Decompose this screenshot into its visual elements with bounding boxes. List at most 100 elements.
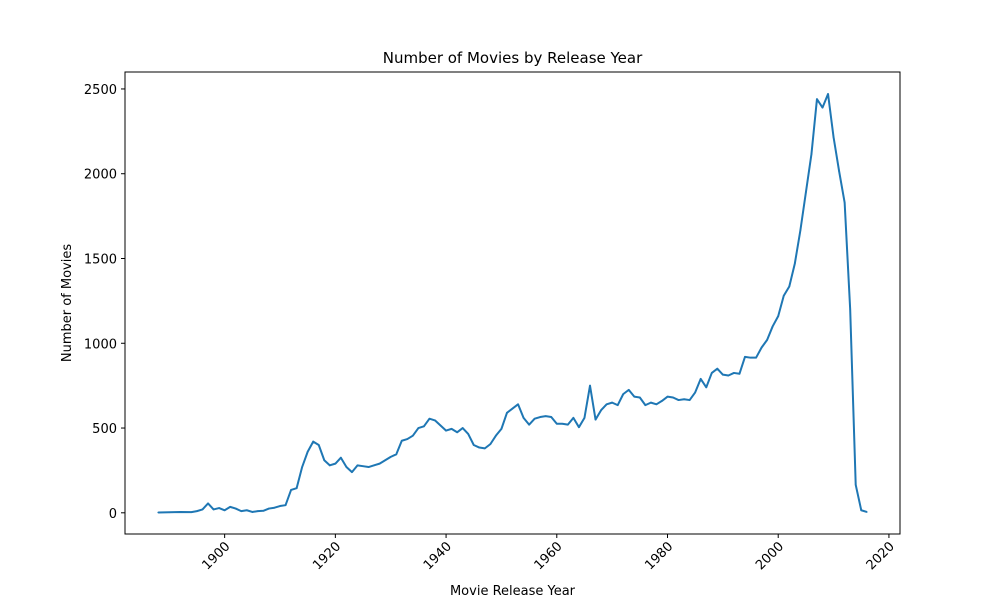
data-point [218, 507, 220, 509]
data-point [788, 285, 791, 288]
data-point [279, 505, 281, 507]
y-tick-label: 2000 [84, 168, 117, 183]
data-point [500, 428, 503, 430]
data-point [533, 417, 536, 420]
data-point [710, 372, 713, 374]
data-point [777, 315, 780, 317]
data-point [190, 511, 193, 513]
movie-count-line [158, 93, 868, 514]
data-point [733, 372, 735, 374]
data-point [600, 409, 602, 412]
y-axis-title: Number of Movies [60, 244, 75, 362]
data-point [262, 509, 265, 512]
data-point [373, 464, 375, 467]
data-point [389, 456, 392, 458]
y-tick-label: 2500 [84, 83, 117, 98]
data-point [450, 428, 453, 430]
data-point [528, 423, 530, 426]
data-point [799, 229, 802, 232]
data-point [511, 407, 514, 410]
data-point [766, 339, 768, 341]
data-point [345, 466, 348, 468]
data-point [268, 507, 270, 510]
data-point [622, 393, 625, 395]
data-point [478, 446, 481, 449]
y-tick-label: 0 [109, 507, 117, 522]
data-point [539, 416, 541, 418]
y-tick-label: 1500 [84, 252, 117, 267]
data-point [688, 399, 691, 401]
data-point [234, 507, 237, 510]
data-point [749, 356, 752, 359]
data-point [245, 509, 248, 512]
data-point [744, 356, 746, 358]
data-point [821, 106, 824, 109]
data-point [257, 510, 259, 512]
data-point [395, 453, 398, 456]
data-point [522, 417, 525, 419]
data-point [644, 404, 647, 406]
data-point [611, 401, 613, 404]
data-point [428, 417, 431, 420]
data-point [290, 489, 292, 491]
data-point [594, 418, 597, 421]
data-point [484, 447, 486, 450]
data-point [672, 396, 674, 399]
data-point [356, 464, 359, 467]
data-point [412, 434, 414, 437]
data-point [760, 346, 763, 349]
data-point [838, 170, 840, 172]
x-tick-label: 1960 [532, 539, 566, 573]
chart-title: Number of Movies by Release Year [383, 49, 643, 67]
data-point [860, 509, 863, 512]
data-point [794, 262, 796, 265]
data-point [849, 308, 851, 311]
data-point [755, 356, 757, 359]
data-point [555, 423, 558, 425]
data-point [323, 459, 326, 462]
data-point [572, 417, 575, 419]
x-tick-label: 1980 [642, 539, 676, 573]
data-point [694, 391, 696, 394]
data-point [616, 404, 619, 406]
data-point [212, 508, 215, 511]
x-tick-label: 2020 [864, 539, 898, 573]
x-tick-label: 1900 [199, 539, 233, 573]
data-point [633, 395, 636, 398]
x-tick-label: 1920 [310, 539, 344, 573]
data-point [367, 466, 370, 468]
data-point [223, 509, 226, 512]
data-point [157, 511, 160, 514]
data-point [782, 294, 785, 297]
data-point [550, 416, 553, 418]
data-point [738, 372, 741, 375]
data-point [240, 510, 243, 512]
data-point [716, 367, 719, 370]
data-point [727, 374, 730, 377]
data-point [201, 508, 204, 511]
data-point [301, 466, 303, 468]
data-point [655, 403, 658, 406]
plot-area-frame [124, 71, 901, 535]
data-point [467, 433, 470, 435]
data-point [832, 136, 835, 139]
data-point [340, 456, 342, 459]
x-tick-label: 1940 [421, 539, 455, 573]
data-point [567, 423, 569, 426]
data-point [639, 396, 641, 399]
data-point [179, 511, 182, 513]
data-point [423, 425, 425, 428]
data-point [561, 423, 564, 425]
data-point [816, 98, 818, 100]
data-point [810, 153, 813, 156]
data-point [722, 373, 724, 376]
data-point [329, 464, 331, 467]
data-point [489, 443, 492, 445]
data-point [865, 511, 868, 513]
data-point [168, 511, 171, 514]
data-points [157, 93, 868, 514]
data-point [317, 444, 320, 446]
data-point [854, 484, 857, 486]
data-point [605, 403, 608, 406]
